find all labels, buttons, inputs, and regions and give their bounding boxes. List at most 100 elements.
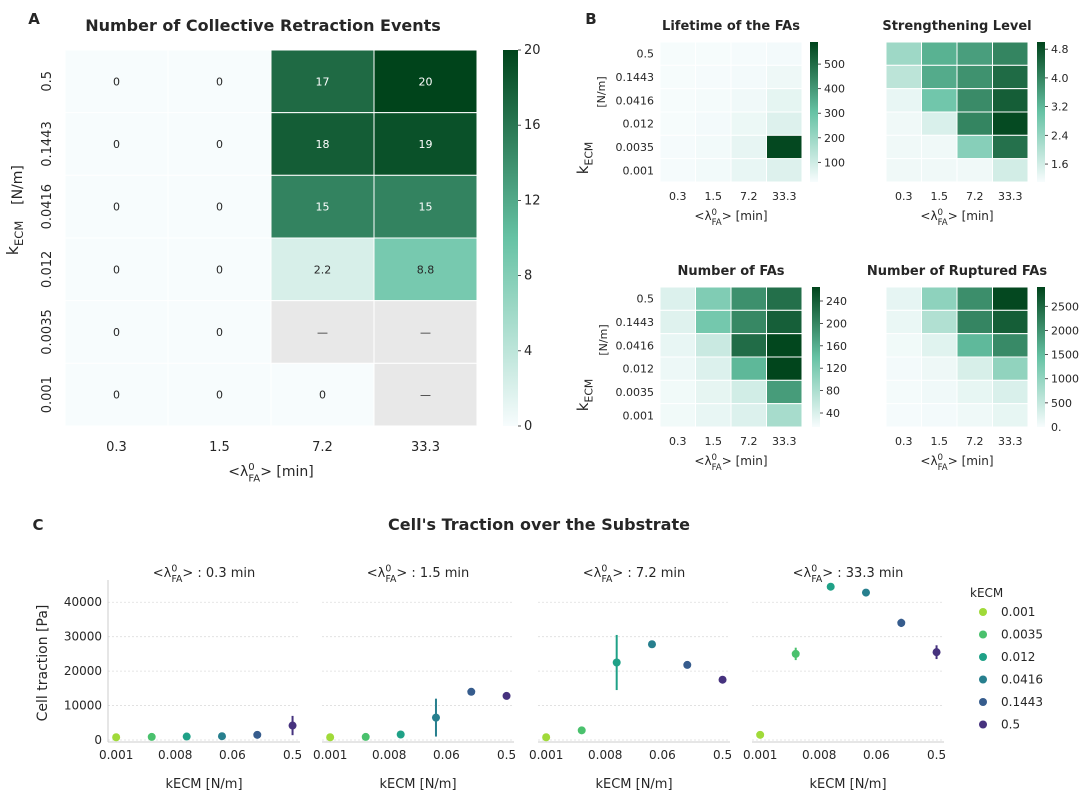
x-tick-label: 7.2: [740, 190, 758, 203]
heatmap-cell: [270, 362, 375, 427]
colorbar: [810, 42, 818, 182]
x-tick-label: 0.001: [529, 748, 563, 762]
y-tick-label: 0.0035: [40, 309, 55, 355]
heatmap-cell: [659, 88, 696, 113]
cell-value-label: 0: [319, 389, 326, 402]
y-tick-group: 0.0416: [40, 184, 55, 230]
legend-marker: [979, 720, 987, 729]
data-point: [683, 660, 692, 669]
data-point: [326, 733, 335, 742]
heatmap-cell: [695, 333, 732, 358]
y-tick-label: 0.0035: [616, 141, 655, 154]
y-tick-label: 0.1443: [40, 121, 55, 167]
x-tick-label: 0.001: [99, 748, 133, 762]
data-point: [791, 649, 800, 658]
heatmap-cell: [659, 309, 696, 335]
x-tick-label: 0.5: [497, 748, 516, 762]
heatmap-cell: [695, 309, 732, 335]
colorbar-tick-label: 500: [1051, 397, 1072, 410]
x-axis-label: kECM [N/m]: [379, 777, 456, 792]
heatmap-B3: Number of FAs 0.3 1.5 7.2 33.3 0.5 0.1443 0.041…: [616, 264, 848, 448]
data-point: [897, 618, 906, 627]
y-axis-label-text: kECM: [574, 379, 596, 411]
data-point: [612, 658, 621, 667]
colorbar-tick-label: 16: [524, 118, 541, 133]
y-axis-label-text: kECM: [3, 221, 26, 256]
heatmap-cell: [956, 356, 993, 381]
data-point: [361, 732, 370, 741]
heatmap-cell: [373, 362, 478, 427]
heatmap-cell: [270, 300, 375, 364]
heatmap-cell: [659, 111, 696, 136]
legend-label: 0.0035: [1001, 628, 1043, 642]
heatmap-cell: [766, 41, 803, 66]
heatmap-cell: [659, 403, 696, 428]
heatmap-cell: [956, 379, 993, 405]
y-tick-label: 0.0416: [616, 339, 655, 352]
data-point: [756, 730, 765, 739]
heatmap-cell: [921, 309, 958, 335]
heatmap-cell: [766, 356, 803, 381]
legend: kECM 0.001 0.0035 0.012 0.0416 0.1443 0.5: [970, 586, 1043, 732]
x-tick-label: 0.001: [743, 748, 777, 762]
y-tick-label: 30000: [64, 630, 102, 644]
y-tick-label: 0: [94, 733, 102, 747]
heatmap-cell: [956, 88, 993, 113]
chart-title: Number of FAs: [677, 264, 784, 279]
x-tick-label: 0.5: [927, 748, 946, 762]
cell-value-label: —: [420, 326, 431, 339]
colorbar-tick-label: 4.8: [1051, 43, 1069, 56]
y-axis-label: Cell traction [Pa]: [35, 605, 51, 722]
heatmap-cell: [730, 88, 767, 113]
heatmap-cell: [992, 88, 1029, 113]
heatmap-cell: [373, 237, 478, 302]
x-axis-label: <λ0 FA> [min]: [228, 462, 313, 484]
heatmap-cell: [885, 286, 922, 311]
x-tick-label: 0.5: [713, 748, 732, 762]
cell-value-label: 17: [316, 75, 330, 88]
x-tick-label: 1.5: [931, 435, 949, 448]
x-tick-label: 7.2: [966, 190, 984, 203]
heatmap-cell: [167, 300, 272, 364]
heatmap-cell: [992, 111, 1029, 136]
colorbar-tick-label: 2.4: [1051, 129, 1069, 142]
legend-title: kECM: [970, 586, 1003, 600]
y-tick-label: 0.5: [40, 71, 55, 92]
cell-value-label: 0: [216, 75, 223, 88]
y-axis-label-text: kECM: [574, 142, 596, 174]
heatmap-cell: [659, 356, 696, 381]
heatmap-cell: [766, 309, 803, 335]
y-axis-unit: [N/m]: [597, 324, 610, 355]
heatmap-cell: [730, 286, 767, 311]
cell-value-label: 0: [113, 263, 120, 276]
colorbar-tick-label: 100: [824, 156, 845, 169]
y-tick-group: 0.1443: [40, 121, 55, 167]
legend-label: 0.012: [1001, 650, 1035, 664]
heatmap-cell: [956, 134, 993, 160]
data-point: [396, 730, 405, 739]
subplot-title: <λ0 FA> : 7.2 min: [583, 564, 685, 586]
heatmap-cell: [64, 300, 169, 364]
heatmap-cell: [992, 286, 1029, 311]
heatmap-cell: [659, 379, 696, 405]
cell-value-label: 15: [419, 201, 433, 214]
heatmap-cell: [695, 41, 732, 66]
traction-subplot: <λ0 FA> : 0.3 min 0.001 0.008 0.06 0.5 kECM [N…: [99, 564, 302, 792]
x-axis-label: kECM [N/m]: [809, 777, 886, 792]
legend-marker: [979, 608, 987, 616]
heatmap-cell: [921, 333, 958, 358]
y-tick-group: 0.001: [40, 376, 55, 413]
cell-value-label: 0: [113, 75, 120, 88]
cell-value-label: 0: [113, 326, 120, 339]
x-tick-label: 0.5: [283, 748, 302, 762]
y-axis-label-text: Cell traction [Pa]: [35, 605, 51, 722]
heatmap-cell: [766, 134, 803, 160]
colorbar-tick-label: 200: [824, 132, 845, 145]
y-tick-label: 0.5: [637, 293, 655, 306]
colorbar-tick-label: 2000: [1051, 324, 1079, 337]
legend-marker: [979, 675, 987, 684]
heatmap-cell: [885, 88, 922, 113]
cell-value-label: 0: [113, 201, 120, 214]
heatmap-cell: [64, 362, 169, 427]
